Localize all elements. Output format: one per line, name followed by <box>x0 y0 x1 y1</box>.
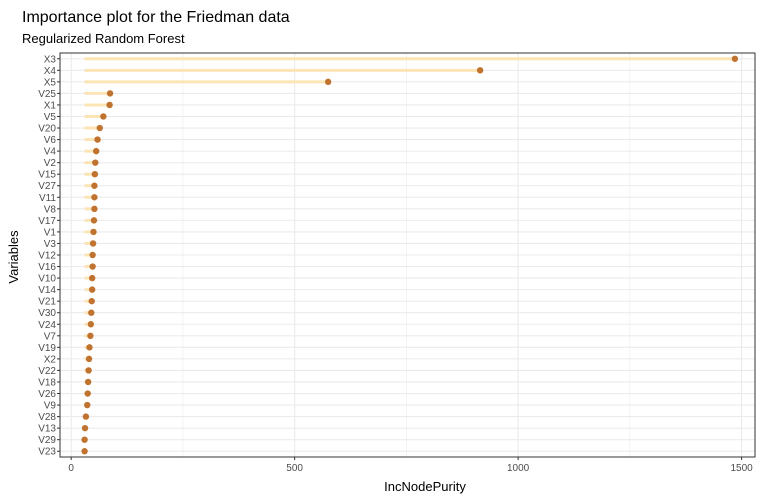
chart-title: Importance plot for the Friedman data <box>22 9 290 26</box>
y-tick-label: V17 <box>38 216 56 227</box>
lollipop-point <box>91 171 99 178</box>
lollipop-point <box>90 228 97 236</box>
y-tick-label: V27 <box>38 181 56 192</box>
lollipop-point <box>81 448 88 455</box>
y-tick-label: V2 <box>44 158 57 169</box>
y-tick-label: V11 <box>39 193 56 204</box>
y-tick-label: V12 <box>38 251 56 262</box>
lollipop-point <box>96 124 103 132</box>
lollipop-point <box>91 182 98 189</box>
x-tick-label: 0 <box>68 463 74 474</box>
y-tick-label: X5 <box>44 77 57 88</box>
lollipop-point <box>324 78 332 86</box>
lollipop-point <box>106 90 114 97</box>
lollipop-point <box>84 390 91 397</box>
lollipop-point <box>88 309 95 316</box>
y-tick-label: V23 <box>38 447 56 458</box>
y-tick-label: V18 <box>38 377 56 388</box>
x-tick-label: 1000 <box>507 463 530 474</box>
y-tick-label: X4 <box>44 66 57 77</box>
y-tick-label: V22 <box>38 366 56 377</box>
x-tick-label: 1500 <box>730 463 753 474</box>
y-tick-label: V29 <box>38 435 56 446</box>
x-tick-labels: 0 500 1000 1500 <box>68 457 753 474</box>
chart-subtitle: Regularized Random Forest <box>22 31 185 46</box>
y-tick-label: V25 <box>38 89 56 100</box>
y-tick-label: V8 <box>44 204 57 215</box>
y-tick-label: V6 <box>44 135 57 146</box>
y-tick-label: V30 <box>38 308 56 319</box>
y-tick-label: V5 <box>44 112 57 123</box>
y-tick-label: X1 <box>44 100 57 111</box>
lollipop-point <box>88 297 95 305</box>
lollipop-point <box>84 378 92 386</box>
lollipop-point <box>106 101 113 109</box>
y-tick-label: V7 <box>44 331 57 342</box>
y-tick-label: X2 <box>44 354 57 365</box>
y-tick-label: V10 <box>38 274 56 285</box>
lollipop-point <box>87 321 95 328</box>
lollipop-point <box>89 240 97 247</box>
y-tick-label: V4 <box>44 147 57 158</box>
lollipop-point <box>81 424 89 432</box>
lollipop-point <box>92 159 99 166</box>
lollipop-point <box>87 332 94 339</box>
lollipop-point <box>731 55 739 62</box>
lollipop-point <box>86 344 93 351</box>
lollipop-point <box>88 274 96 282</box>
y-tick-label: V9 <box>44 401 57 412</box>
lollipop-point <box>94 136 101 143</box>
x-tick-label: 500 <box>286 463 303 474</box>
lollipop-point <box>85 367 92 374</box>
lollipop-point <box>88 286 96 293</box>
lollipop-point <box>89 263 96 270</box>
lollipop-point <box>85 355 93 363</box>
lollipop-point <box>100 113 107 120</box>
y-tick-label: V26 <box>38 389 56 400</box>
y-tick-label: V1 <box>44 227 57 238</box>
lollipop-point <box>81 436 88 443</box>
y-tick-label: V16 <box>38 262 56 273</box>
lollipop-point <box>89 251 96 259</box>
lollipop-point <box>91 205 98 213</box>
y-axis-title: Variables <box>6 230 21 284</box>
x-axis-title: IncNodePurity <box>384 479 466 494</box>
y-tick-label: V3 <box>44 239 57 250</box>
y-tick-label: V28 <box>38 412 56 423</box>
lollipop-point <box>93 147 100 155</box>
lollipop-point <box>91 194 98 201</box>
lollipop-points <box>81 55 739 455</box>
y-tick-label: V14 <box>38 285 56 296</box>
lollipop-point <box>90 217 98 224</box>
lollipop-sticks <box>84 57 735 430</box>
y-tick-label: V13 <box>38 424 56 435</box>
lollipop-point <box>82 413 90 420</box>
grid-lines <box>60 53 755 457</box>
y-tick-label: V20 <box>38 124 56 135</box>
lollipop-point <box>84 401 91 409</box>
y-tick-label: V24 <box>38 320 56 331</box>
y-tick-label: V19 <box>38 343 56 354</box>
y-tick-label: V15 <box>38 170 56 181</box>
y-tick-labels: X3X4X5V25X1V5V20V6V4V2V15V27V11V8V17V1V3… <box>38 54 60 458</box>
lollipop-point <box>476 67 484 74</box>
y-tick-label: X3 <box>44 54 57 65</box>
y-tick-label: V21 <box>38 297 56 308</box>
